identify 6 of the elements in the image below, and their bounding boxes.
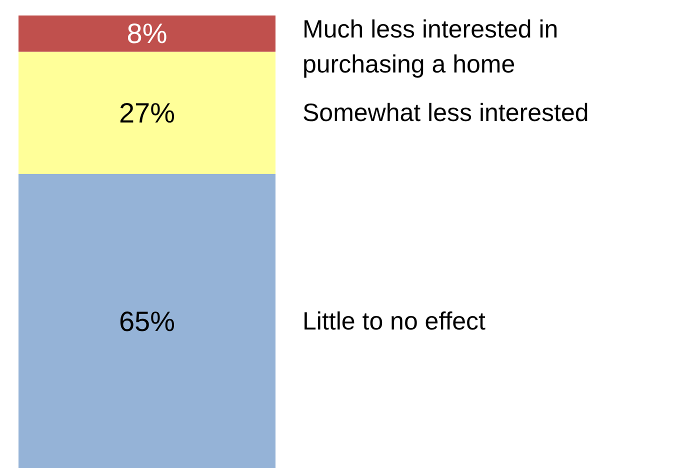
- data-label: 27%: [118, 97, 176, 128]
- series-label: Much less interested in purchasing a home: [302, 16, 558, 78]
- series-label: Somewhat less interested: [302, 98, 589, 127]
- data-label: 8%: [126, 18, 168, 50]
- series-label: Little to no effect: [302, 307, 486, 336]
- data-label: 65%: [118, 306, 176, 337]
